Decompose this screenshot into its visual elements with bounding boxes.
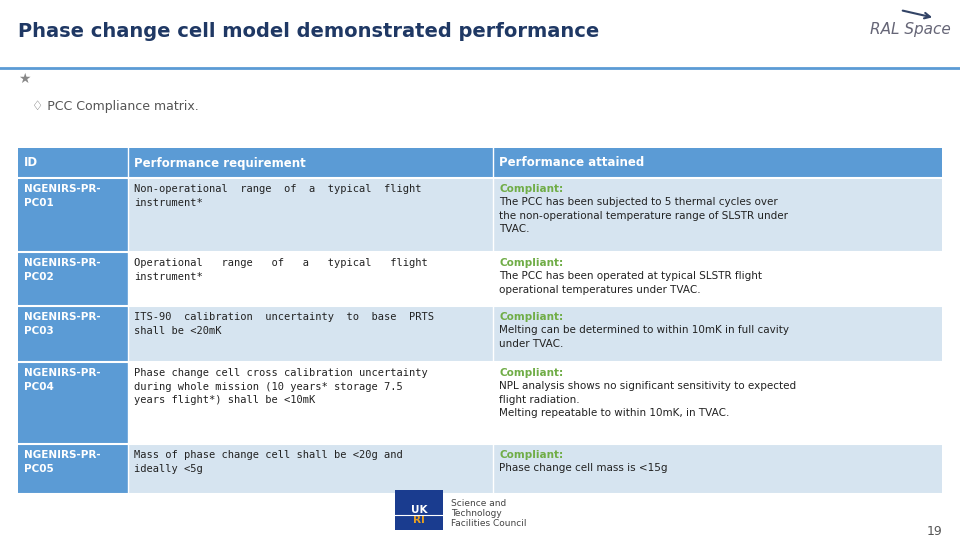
- Text: Compliant:: Compliant:: [499, 184, 564, 194]
- Bar: [493, 252, 942, 306]
- Text: Performance attained: Performance attained: [499, 157, 644, 170]
- Bar: [18, 148, 942, 178]
- Text: NGENIRS-PR-
PC04: NGENIRS-PR- PC04: [24, 368, 101, 392]
- Bar: [18, 444, 128, 494]
- Bar: [493, 362, 942, 444]
- Text: Facilities Council: Facilities Council: [451, 519, 526, 528]
- Text: Compliant:: Compliant:: [499, 368, 564, 378]
- Text: Performance requirement: Performance requirement: [134, 157, 305, 170]
- Bar: [128, 306, 493, 362]
- Text: Operational   range   of   a   typical   flight
instrument*: Operational range of a typical flight in…: [134, 258, 428, 281]
- Text: Phase change cell mass is <15g: Phase change cell mass is <15g: [499, 463, 667, 473]
- Bar: [128, 444, 493, 494]
- Text: RAL Space: RAL Space: [870, 22, 950, 37]
- Text: ID: ID: [24, 157, 38, 170]
- Bar: [493, 178, 942, 252]
- Text: NGENIRS-PR-
PC05: NGENIRS-PR- PC05: [24, 450, 101, 474]
- Text: NGENIRS-PR-
PC02: NGENIRS-PR- PC02: [24, 258, 101, 282]
- Bar: [18, 178, 128, 252]
- Bar: [128, 362, 493, 444]
- Bar: [395, 490, 443, 530]
- Text: Mass of phase change cell shall be <20g and
ideally <5g: Mass of phase change cell shall be <20g …: [134, 450, 403, 474]
- Text: Compliant:: Compliant:: [499, 258, 564, 268]
- Bar: [493, 306, 942, 362]
- Bar: [18, 306, 128, 362]
- Text: Non-operational  range  of  a  typical  flight
instrument*: Non-operational range of a typical fligh…: [134, 184, 421, 207]
- Text: Compliant:: Compliant:: [499, 450, 564, 460]
- Text: The PCC has been operated at typical SLSTR flight
operational temperatures under: The PCC has been operated at typical SLS…: [499, 271, 762, 295]
- Text: UK: UK: [411, 505, 427, 515]
- Text: ★: ★: [18, 72, 31, 86]
- Text: Technology: Technology: [451, 509, 502, 518]
- Text: NGENIRS-PR-
PC01: NGENIRS-PR- PC01: [24, 184, 101, 208]
- Text: Melting can be determined to within 10mK in full cavity
under TVAC.: Melting can be determined to within 10mK…: [499, 325, 789, 349]
- Bar: [18, 362, 128, 444]
- Text: Phase change cell cross calibration uncertainty
during whole mission (10 years* : Phase change cell cross calibration unce…: [134, 368, 428, 405]
- Text: The PCC has been subjected to 5 thermal cycles over
the non-operational temperat: The PCC has been subjected to 5 thermal …: [499, 197, 788, 234]
- Text: Compliant:: Compliant:: [499, 312, 564, 322]
- Bar: [18, 252, 128, 306]
- Text: 19: 19: [926, 525, 942, 538]
- Text: ♢ PCC Compliance matrix.: ♢ PCC Compliance matrix.: [32, 100, 199, 113]
- Text: Science and: Science and: [451, 499, 506, 508]
- Bar: [128, 252, 493, 306]
- Text: RI: RI: [413, 515, 425, 525]
- Text: NGENIRS-PR-
PC03: NGENIRS-PR- PC03: [24, 312, 101, 336]
- Text: ITS-90  calibration  uncertainty  to  base  PRTS
shall be <20mK: ITS-90 calibration uncertainty to base P…: [134, 312, 434, 335]
- Text: NPL analysis shows no significant sensitivity to expected
flight radiation.
Melt: NPL analysis shows no significant sensit…: [499, 381, 796, 418]
- Bar: [493, 444, 942, 494]
- Text: Phase change cell model demonstrated performance: Phase change cell model demonstrated per…: [18, 22, 599, 41]
- Bar: [128, 178, 493, 252]
